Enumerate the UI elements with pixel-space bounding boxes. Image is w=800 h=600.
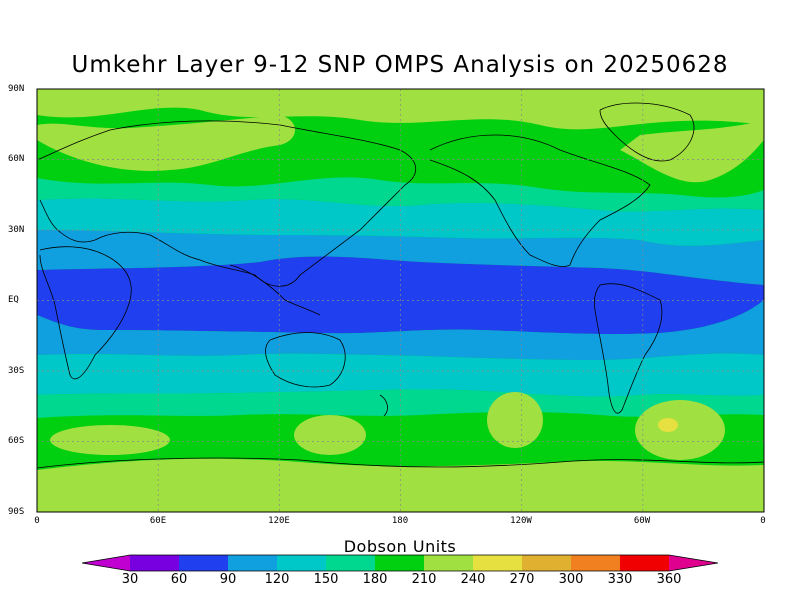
north-america-outline [429,134,651,267]
colorbar-tick-label: 90 [219,572,237,587]
greenland-outline [599,102,695,162]
lat-tick-label: 30S [8,366,25,376]
colorbar-tick-label: 300 [558,572,584,587]
antarctica-outline [37,457,764,469]
south-america-outline [593,283,663,414]
colorbar-tick-label: 330 [607,572,633,587]
maritime-continent-outline [229,264,321,316]
colorbar-tick-label: 240 [460,572,486,587]
colorbar-tick-label: 150 [313,572,339,587]
colorbar-high-arrow [669,555,718,571]
lon-tick-label: 120E [268,516,290,526]
colorbar-title: Dobson Units [343,537,457,556]
colorbar-tick-label: 210 [411,572,437,587]
lon-tick-label: 0 [760,516,766,526]
graticule [37,89,764,512]
lat-tick-label: EQ [8,295,19,305]
lat-tick-label: 90N [8,84,25,94]
lat-tick-label: 30N [8,225,25,235]
colorbar-tick-label: 180 [362,572,388,587]
new-zealand-outline [379,394,388,417]
lon-tick-label: 180 [391,516,409,526]
lat-tick-label: 60N [8,154,25,164]
plot-frame [36,88,765,513]
lat-tick-label: 90S [8,507,25,517]
colorbar-low-arrow [82,555,130,571]
colorbar-tick-label: 30 [121,572,139,587]
africa-outline [39,246,132,380]
lon-tick-label: 60W [633,516,651,526]
colorbar-tick-label: 360 [656,572,682,587]
colorbar-tick-label: 120 [264,572,290,587]
australia-outline [265,332,346,388]
colorbar-tick-label: 270 [509,572,535,587]
eurasia-outline [37,120,417,287]
colorbar [81,554,719,572]
lon-tick-label: 60E [149,516,167,526]
lat-tick-label: 60S [8,436,25,446]
lon-tick-label: 0 [34,516,40,526]
map-title: Umkehr Layer 9-12 SNP OMPS Analysis on 2… [71,52,729,78]
lon-tick-label: 120W [510,516,532,526]
coastline-layer [37,102,764,469]
colorbar-tick-label: 60 [170,572,188,587]
